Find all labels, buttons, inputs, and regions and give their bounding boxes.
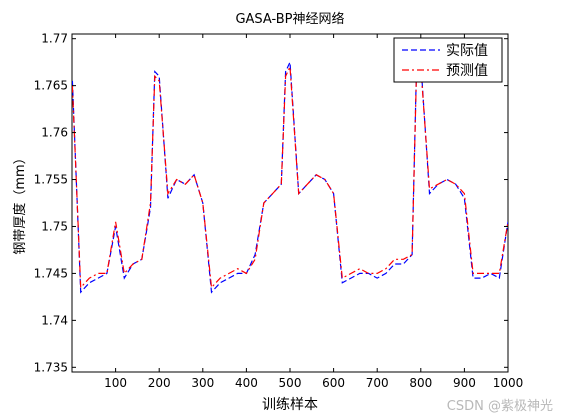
x-tick-label: 700 (366, 376, 389, 390)
legend-label-actual: 实际值 (446, 43, 488, 59)
y-tick-label: 1.77 (41, 32, 68, 46)
y-tick-label: 1.735 (34, 360, 68, 374)
y-tick-label: 1.75 (41, 219, 68, 233)
y-tick-label: 1.74 (41, 313, 68, 327)
x-axis: 100 200 300 400 500 600 700 800 900 1000 (104, 34, 523, 390)
x-tick-label: 300 (191, 376, 214, 390)
legend-box (393, 37, 503, 83)
legend-label-predicted: 预测值 (446, 63, 488, 79)
x-tick-label: 100 (104, 376, 127, 390)
watermark-text: CSDN @紫极神光 (446, 399, 553, 414)
x-tick-label: 500 (279, 376, 302, 390)
x-tick-label: 400 (235, 376, 258, 390)
x-axis-label: 训练样本 (262, 397, 318, 413)
x-tick-label: 900 (453, 376, 476, 390)
series-line-predicted (72, 64, 508, 289)
y-tick-label: 1.765 (34, 79, 68, 93)
y-axis: 1.735 1.74 1.745 1.75 1.755 1.76 1.765 1.77 (34, 32, 508, 374)
chart-title: GASA-BP神经网络 (235, 11, 344, 27)
y-axis-label: 钢带厚度（mm） (12, 151, 28, 254)
y-tick-label: 1.755 (34, 173, 68, 187)
x-tick-label: 1000 (493, 376, 524, 390)
series-line-actual (72, 61, 508, 294)
y-tick-label: 1.745 (34, 266, 68, 280)
plot-area (71, 33, 509, 373)
x-tick-label: 200 (148, 376, 171, 390)
series-layer (72, 61, 508, 294)
y-tick-label: 1.76 (41, 126, 68, 140)
x-tick-label: 800 (409, 376, 432, 390)
legend: 实际值 预测值 (393, 37, 503, 83)
x-tick-label: 600 (322, 376, 345, 390)
